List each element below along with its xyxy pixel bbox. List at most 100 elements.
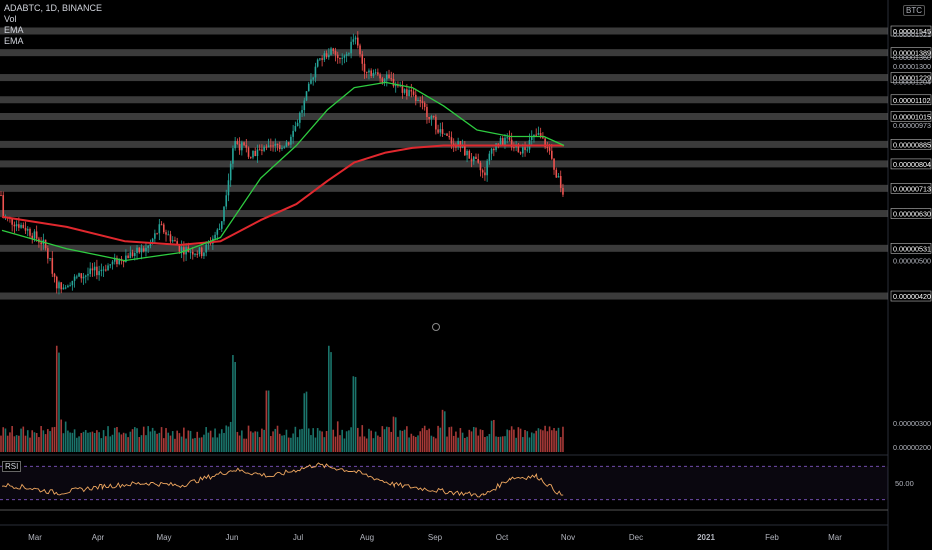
volume-bar — [345, 431, 348, 452]
volume-bar — [524, 430, 526, 452]
volume-bar — [365, 438, 368, 452]
candle-body — [524, 147, 526, 150]
candle-body — [109, 264, 112, 266]
candle-body — [361, 54, 364, 64]
candle-body — [316, 59, 319, 67]
volume-bar — [336, 421, 339, 452]
price-axis-label: 0.00000420 — [893, 292, 931, 301]
candle-body — [76, 276, 78, 278]
candle-body — [294, 126, 297, 131]
support-resistance-zone — [0, 210, 888, 218]
candle-body — [555, 169, 558, 178]
volume-bar — [218, 433, 221, 452]
rsi-axis-label: 50.00 — [895, 479, 914, 488]
candle-body — [401, 85, 404, 93]
volume-bar — [194, 438, 196, 452]
volume-bar — [530, 432, 533, 452]
price-axis-label: 0.00001015 — [893, 112, 931, 121]
candle-body — [256, 149, 259, 157]
volume-bar — [198, 437, 201, 452]
volume-bar — [455, 431, 457, 452]
price-axis-label: 0.00000804 — [893, 160, 931, 169]
candle-body — [2, 195, 5, 218]
candle-body — [533, 134, 535, 138]
candle-body — [343, 55, 346, 58]
candle-body — [457, 141, 459, 148]
volume-bar — [334, 436, 337, 452]
price-axis-tag — [890, 111, 932, 122]
volume-bar — [423, 425, 426, 452]
price-axis-tag — [890, 183, 932, 194]
candle-body — [71, 280, 74, 286]
volume-bar — [392, 416, 395, 452]
candle-body — [414, 94, 417, 101]
candle-body — [274, 143, 277, 146]
candle-body — [296, 122, 299, 127]
candle-body — [522, 147, 524, 154]
time-axis-label: May — [156, 533, 171, 542]
candle-body — [423, 102, 426, 107]
support-resistance-zone — [0, 96, 888, 104]
volume-bar — [18, 435, 20, 452]
volume-bar — [481, 430, 484, 452]
volume-bar — [20, 428, 22, 452]
volume-bar — [348, 430, 350, 452]
price-axis-tag — [890, 139, 932, 150]
price-axis-tag — [890, 290, 932, 302]
volume-bar — [105, 436, 107, 452]
volume-bar — [359, 436, 361, 452]
volume-bar — [332, 429, 335, 452]
volume-bar — [472, 426, 475, 452]
candle-body — [196, 253, 199, 255]
candle-body — [292, 130, 294, 137]
volume-bar — [142, 426, 145, 452]
candle-body — [450, 137, 453, 144]
volume-bar — [328, 345, 330, 452]
volume-bar — [149, 431, 152, 452]
candle-body — [142, 248, 145, 252]
price-axis-label: 0.00000885 — [893, 140, 931, 149]
candle-body — [488, 153, 491, 161]
candle-body — [165, 232, 167, 235]
time-axis-label: Oct — [496, 533, 509, 542]
volume-bar — [354, 376, 357, 452]
volume-bar — [191, 438, 194, 452]
volume-bar — [285, 429, 288, 452]
candle-body — [249, 156, 252, 158]
candle-body — [160, 224, 163, 226]
price-axis-tag — [890, 243, 932, 254]
volume-bar — [394, 417, 397, 452]
volume-bar — [281, 435, 283, 452]
candle-body — [553, 158, 555, 170]
time-axis-label: Dec — [629, 533, 643, 542]
volume-bar — [64, 421, 67, 452]
volume-bar — [441, 409, 444, 452]
candle-body — [363, 63, 366, 72]
volume-bar — [13, 436, 16, 452]
volume-bar — [412, 435, 415, 452]
candle-body — [495, 143, 497, 151]
volume-bar — [310, 435, 312, 452]
quote-currency-badge[interactable]: BTC — [903, 5, 925, 16]
price-axis-label: 0.00000300 — [893, 419, 931, 428]
price-axis-label: 0.00001204 — [893, 78, 931, 87]
volume-bar — [439, 427, 442, 452]
candle-body — [245, 145, 248, 148]
volume-bar — [55, 345, 58, 452]
candle-body — [321, 58, 323, 60]
volume-bar — [551, 430, 553, 452]
volume-bar — [249, 431, 252, 452]
candle-body — [203, 252, 205, 257]
candle-body — [459, 141, 462, 148]
candle-body — [254, 150, 257, 157]
candle-body — [100, 269, 103, 272]
candle-body — [189, 251, 192, 253]
volume-bar — [9, 432, 11, 452]
candle-body — [281, 147, 283, 150]
candle-body — [430, 116, 433, 119]
volume-bar — [80, 432, 83, 452]
price-axis-label: 0.00001521 — [893, 30, 931, 39]
volume-bar — [343, 438, 346, 452]
candle-body — [40, 242, 42, 245]
